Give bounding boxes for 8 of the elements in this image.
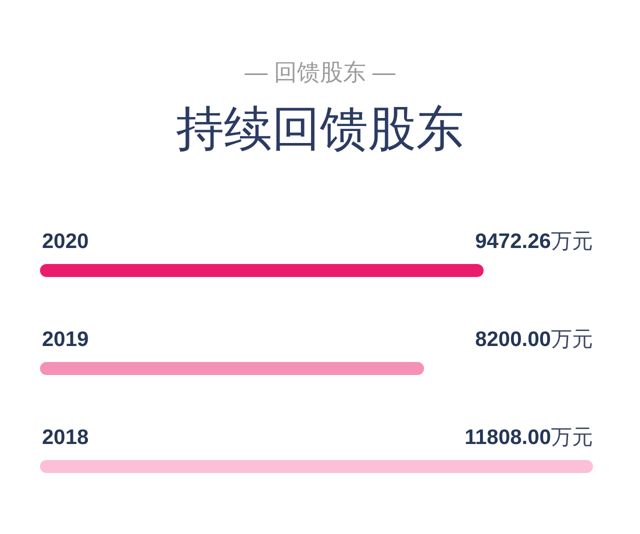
- y-tick-label: 2019: [42, 328, 89, 351]
- data-label: 9472.26万元: [475, 230, 593, 253]
- y-tick-label: 2018: [42, 426, 90, 449]
- chart-title: 持续回馈股东: [176, 103, 464, 156]
- data-label: 8200.00万元: [475, 328, 593, 351]
- y-tick-label: 2020: [42, 230, 89, 253]
- chart-subtitle: — 回馈股东 —: [244, 59, 396, 85]
- data-label: 11808.00万元: [464, 426, 593, 449]
